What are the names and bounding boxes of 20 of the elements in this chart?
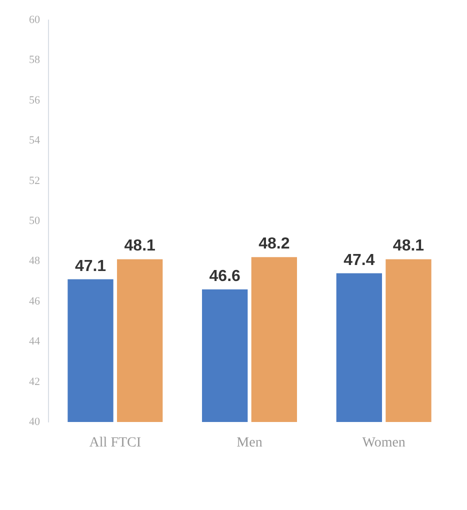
data-label: 48.1 — [392, 238, 424, 255]
x-tick-label: All FTCI — [89, 436, 142, 450]
y-tick-label: 48 — [29, 255, 40, 268]
y-tick-label: 52 — [29, 174, 40, 187]
y-tick-label: 56 — [29, 94, 40, 106]
y-tick-label: 58 — [29, 54, 40, 66]
y-tick-label: 50 — [29, 215, 40, 227]
y-tick-label: 44 — [29, 336, 40, 348]
data-label: 47.1 — [74, 258, 106, 275]
data-label: 48.1 — [124, 238, 156, 255]
y-tick-label: 54 — [29, 134, 40, 147]
data-label: 46.6 — [209, 268, 241, 285]
y-tick-label: 40 — [29, 416, 40, 428]
data-label: 48.2 — [258, 236, 290, 253]
x-tick-label: Women — [362, 436, 406, 450]
data-label: 47.4 — [344, 252, 375, 269]
x-tick-label: Men — [236, 436, 262, 450]
y-tick-label: 60 — [29, 14, 40, 26]
y-tick-label: 42 — [29, 376, 40, 388]
y-tick-label: 46 — [29, 295, 40, 308]
